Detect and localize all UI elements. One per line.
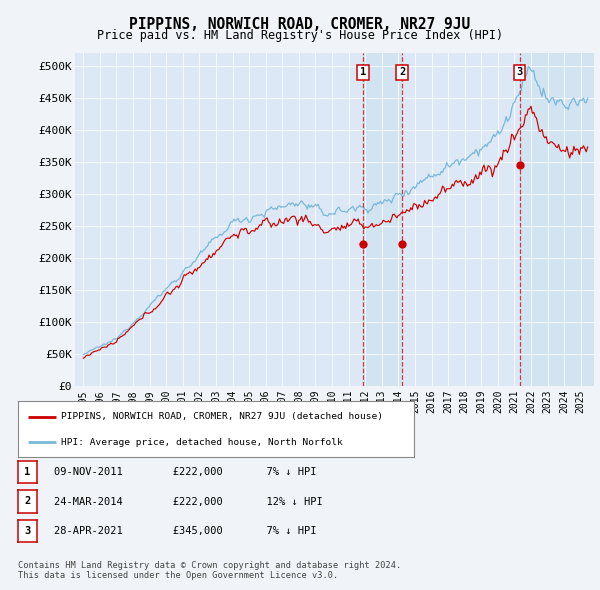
Bar <box>520 53 594 386</box>
Text: 1: 1 <box>360 67 366 77</box>
Text: Price paid vs. HM Land Registry's House Price Index (HPI): Price paid vs. HM Land Registry's House … <box>97 30 503 42</box>
Text: Contains HM Land Registry data © Crown copyright and database right 2024.: Contains HM Land Registry data © Crown c… <box>18 560 401 569</box>
Text: 24-MAR-2014        £222,000       12% ↓ HPI: 24-MAR-2014 £222,000 12% ↓ HPI <box>54 497 323 506</box>
Text: 1: 1 <box>25 467 31 477</box>
Text: PIPPINS, NORWICH ROAD, CROMER, NR27 9JU: PIPPINS, NORWICH ROAD, CROMER, NR27 9JU <box>130 17 470 31</box>
Text: This data is licensed under the Open Government Licence v3.0.: This data is licensed under the Open Gov… <box>18 571 338 580</box>
Text: 2: 2 <box>399 67 405 77</box>
Text: 09-NOV-2011        £222,000       7% ↓ HPI: 09-NOV-2011 £222,000 7% ↓ HPI <box>54 467 317 477</box>
Text: PIPPINS, NORWICH ROAD, CROMER, NR27 9JU (detached house): PIPPINS, NORWICH ROAD, CROMER, NR27 9JU … <box>61 412 383 421</box>
Text: 28-APR-2021        £345,000       7% ↓ HPI: 28-APR-2021 £345,000 7% ↓ HPI <box>54 526 317 536</box>
Bar <box>363 53 402 386</box>
Text: HPI: Average price, detached house, North Norfolk: HPI: Average price, detached house, Nort… <box>61 438 343 447</box>
Text: 2: 2 <box>25 497 31 506</box>
Text: 3: 3 <box>517 67 523 77</box>
Text: 3: 3 <box>25 526 31 536</box>
